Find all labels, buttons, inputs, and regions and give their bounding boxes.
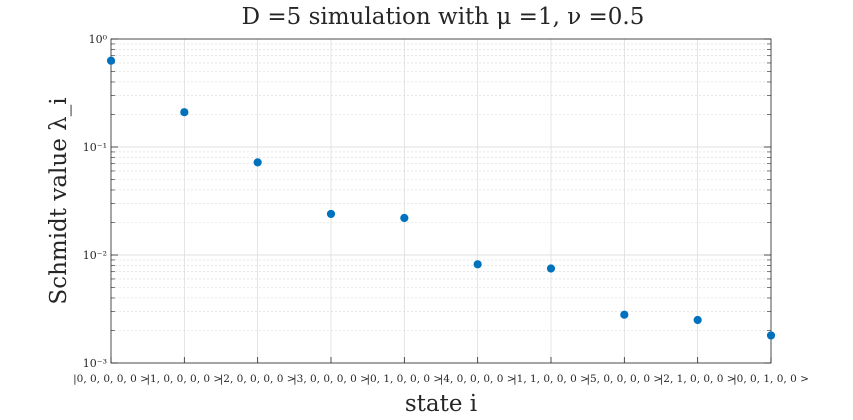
data-point: [473, 260, 482, 269]
data-point: [106, 56, 116, 65]
data-points: [106, 56, 776, 340]
data-point: [546, 264, 556, 273]
plot-area: [110, 38, 772, 364]
axes-ticks: |0, 0, 0, 0, 0 >|1, 0, 0, 0, 0 >|2, 0, 0…: [73, 33, 809, 386]
x-tick-label: |0, 0, 1, 0, 0 >: [733, 373, 809, 386]
x-tick-label: |1, 0, 0, 0, 0 >: [146, 373, 222, 386]
y-tick-label: 10⁰: [89, 33, 108, 46]
data-point: [180, 108, 189, 117]
x-tick-label: |1, 1, 0, 0, 0 >: [513, 373, 589, 386]
x-tick-label: |2, 0, 0, 0, 0 >: [220, 373, 296, 386]
data-point: [400, 213, 409, 223]
y-tick-label: 10⁻³: [83, 357, 107, 370]
data-point: [326, 209, 336, 219]
data-point: [766, 331, 776, 340]
data-point: [620, 310, 629, 319]
grid: [110, 38, 772, 364]
x-tick-label: |5, 0, 0, 0, 0 >: [586, 373, 662, 386]
x-axis-label: state i: [405, 391, 477, 417]
x-tick-label: |4, 0, 0, 0, 0 >: [440, 373, 516, 386]
x-tick-label: |2, 1, 0, 0, 0 >: [660, 373, 736, 386]
y-tick-label: 10⁻¹: [83, 141, 107, 154]
x-tick-label: |3, 0, 0, 0, 0 >: [293, 373, 369, 386]
data-point: [253, 158, 262, 167]
x-tick-label: |0, 0, 0, 0, 0 >: [73, 373, 149, 386]
data-point: [693, 315, 702, 325]
y-tick-label: 10⁻²: [83, 249, 107, 262]
x-tick-label: |0, 1, 0, 0, 0 >: [366, 373, 442, 386]
chart-title: D =5 simulation with μ =1, ν =0.5: [242, 4, 645, 30]
y-axis-label: Schmidt value λ_i: [46, 97, 72, 304]
